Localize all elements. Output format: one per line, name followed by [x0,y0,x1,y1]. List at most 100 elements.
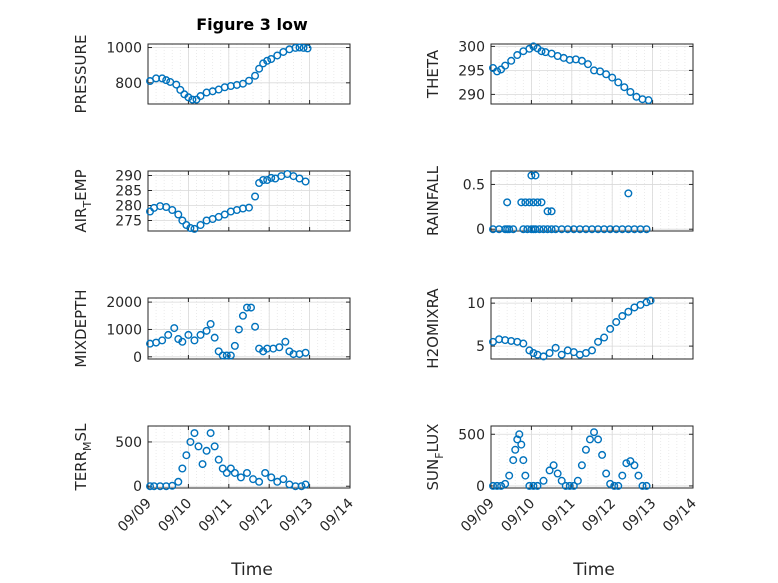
y-axis-label: THETA [424,49,442,99]
data-point [646,296,655,305]
data-point [529,42,538,51]
x-axis-label-right: Time [572,560,615,580]
data-point [303,44,312,53]
data-point [196,330,205,339]
data-point [519,456,528,465]
data-point [196,92,205,101]
data-point [244,76,253,85]
data-point [493,481,502,490]
data-point [638,481,647,490]
data-point [602,469,611,478]
subplot-theta: 290 295 300 THETA [424,39,694,105]
data-point [174,477,183,486]
data-point [588,346,597,355]
data-point [186,223,195,232]
y-tick-label: 290 [458,87,485,103]
data-point [190,224,199,233]
data-point [178,464,187,473]
data-point [642,298,651,307]
data-point [176,85,185,94]
data-point [170,324,179,333]
data-point [551,343,560,352]
data-point [158,336,167,345]
data-point [263,56,272,65]
data-point [644,96,653,105]
x-tick-label: 09/09 [115,496,155,536]
data-point [255,64,264,73]
data-point [618,312,627,321]
data-point [509,225,518,234]
data-point [281,337,290,346]
data-point [158,74,167,83]
data-point [505,471,514,480]
data-point [251,71,260,80]
data-point [608,73,617,82]
data-point [214,347,223,356]
data-point [624,189,633,198]
x-tick-label: 09/14 [317,495,357,535]
data-point [222,468,231,477]
y-axis-label: H2OMIXRA [424,288,442,369]
data-point [545,466,554,475]
x-tick-label: 09/13 [277,496,317,536]
data-point [267,173,276,182]
data-point [493,67,502,76]
y-axis-label: MIXDEPTH [72,289,90,367]
axes-box [490,297,694,360]
data-point [513,51,522,60]
data-point [188,95,197,104]
data-point [279,475,288,484]
data-point [194,442,203,451]
data-point [198,460,207,469]
data-point [162,76,171,85]
data-point [251,322,260,331]
data-point [178,216,187,225]
data-point [301,177,310,186]
data-point [489,481,498,490]
y-tick-label: 0 [133,479,142,495]
data-point [594,435,603,444]
axes-box [147,43,351,105]
data-point [501,61,510,70]
data-point [594,337,603,346]
data-point [255,477,264,486]
data-point [182,451,191,460]
data-point [539,352,548,361]
data-point [626,457,635,466]
data-point [222,351,231,360]
y-tick-label: 1000 [106,41,142,57]
x-tick-label: 09/13 [620,496,660,536]
y-tick-label: 0 [476,222,485,238]
data-point [519,225,528,234]
data-point [190,429,199,438]
data-point [190,336,199,345]
data-point [220,210,229,219]
data-point [164,330,173,339]
data-point [226,351,235,360]
data-point [642,225,651,234]
y-axis-label: TERRMSL [72,423,94,492]
data-point [600,333,609,342]
y-axis-label: SUNFLUX [424,424,446,491]
data-point [610,481,619,490]
data-point [230,468,239,477]
y-tick-label: 285 [115,184,142,200]
data-point [267,55,276,64]
axes-box [147,170,351,232]
data-point [614,481,623,490]
data-point [620,83,629,92]
y-tick-label: 500 [115,435,142,451]
x-tick-label: 09/09 [458,496,498,536]
data-point [626,87,635,96]
x-tick-label: 09/14 [660,495,700,535]
data-point [247,303,256,312]
data-point [618,471,627,480]
data-point [501,479,510,488]
data-point [539,225,548,234]
data-point [297,482,306,491]
data-point [226,464,235,473]
data-point [497,65,506,74]
y-tick-label: 500 [458,427,485,443]
data-point [533,198,542,207]
